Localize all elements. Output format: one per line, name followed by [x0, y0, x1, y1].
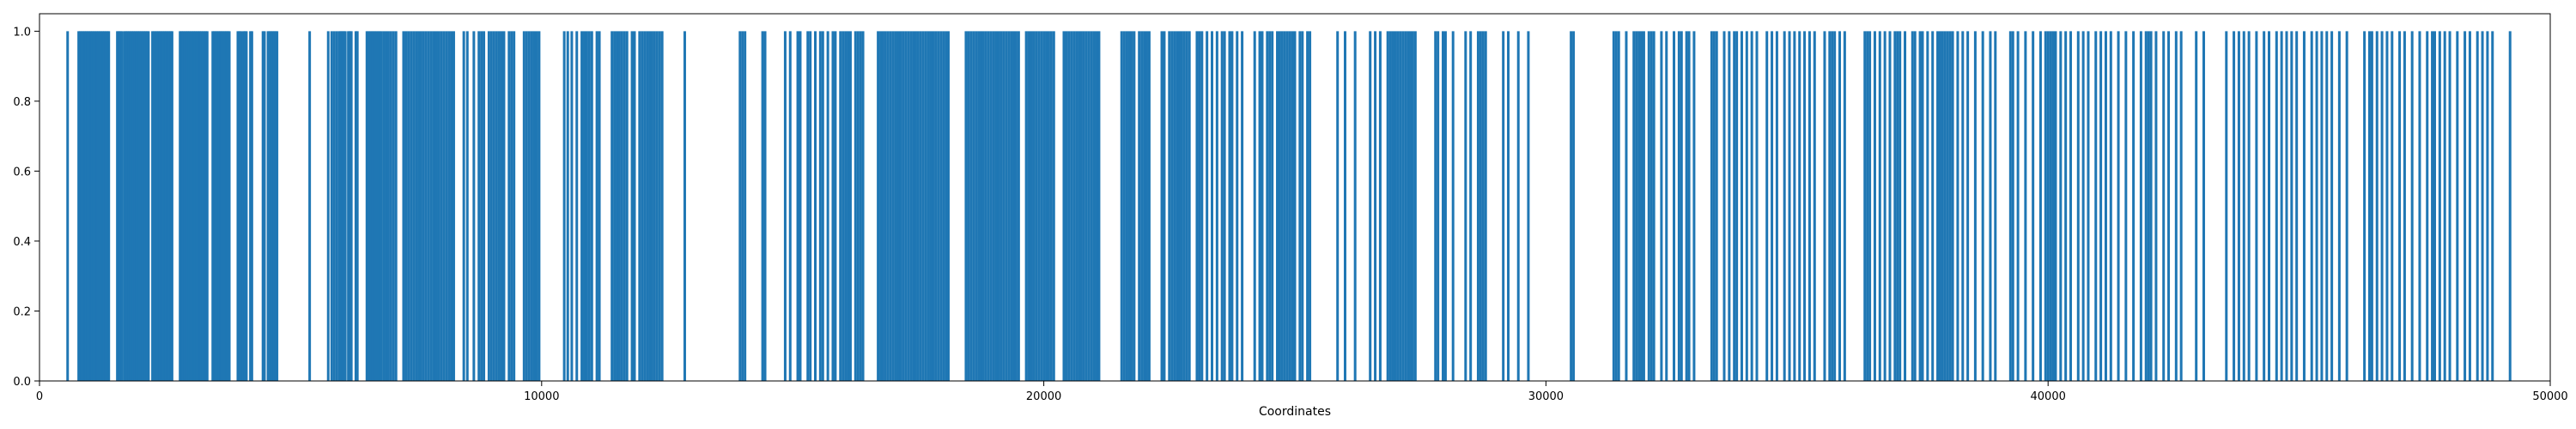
y-tick-label: 0.2	[13, 305, 31, 318]
x-axis-title: Coordinates	[1259, 405, 1331, 419]
y-tick-label: 0.8	[13, 96, 31, 109]
x-tick-label: 30000	[1528, 390, 1564, 403]
y-tick-label: 1.0	[13, 26, 31, 39]
x-tick-label: 10000	[524, 390, 559, 403]
y-tick-label: 0.0	[13, 376, 31, 389]
x-tick-label: 0	[36, 390, 43, 403]
y-tick-label: 0.6	[13, 166, 31, 178]
x-ticks-layer: 0 10000 20000 30000 40000 50000	[36, 381, 2568, 403]
x-tick-label: 50000	[2532, 390, 2567, 403]
y-tick-label: 0.4	[13, 236, 31, 249]
x-tick-label: 40000	[2031, 390, 2066, 403]
x-tick-label: 20000	[1026, 390, 1061, 403]
bars-layer	[66, 31, 2512, 381]
y-ticks-layer: 0.0 0.2 0.4 0.6 0.8 1.0	[13, 26, 39, 389]
axes-frame	[39, 13, 2551, 382]
